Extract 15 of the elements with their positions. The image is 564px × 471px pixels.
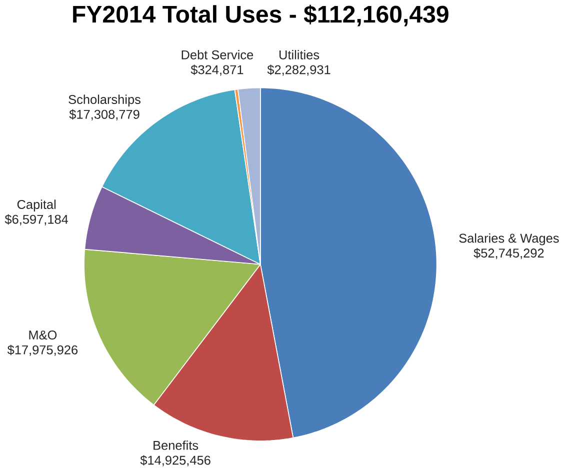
slice-label: Scholarships: [68, 94, 140, 107]
slice-label: Salaries & Wages: [459, 233, 559, 246]
data-label: $52,745,292: [474, 248, 544, 260]
slice-label: M&O: [29, 330, 57, 340]
data-label: $14,925,456: [140, 455, 210, 466]
chart-title: FY2014 Total Uses - $112,160,439: [73, 4, 448, 26]
data-label: $2,282,931: [267, 64, 330, 76]
slice-label: Utilities: [279, 50, 320, 60]
data-label: $324,871: [190, 64, 244, 76]
slice-label: Benefits: [154, 440, 198, 450]
slice-label: Debt Service: [182, 50, 254, 60]
slice-label: Capital: [17, 200, 56, 212]
data-label: $17,975,926: [7, 344, 78, 356]
data-label: $6,597,184: [4, 214, 68, 226]
data-label: $17,308,779: [69, 109, 140, 120]
